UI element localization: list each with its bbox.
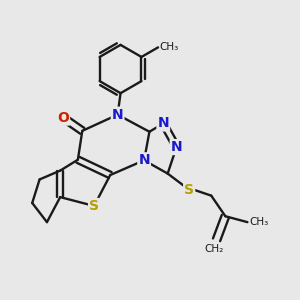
Text: N: N	[158, 116, 169, 130]
Text: CH₃: CH₃	[160, 42, 179, 52]
Text: N: N	[138, 153, 150, 167]
Text: S: S	[89, 199, 99, 213]
Text: N: N	[112, 108, 123, 122]
Text: O: O	[57, 111, 69, 124]
Text: CH₃: CH₃	[249, 217, 268, 227]
Text: S: S	[184, 183, 194, 197]
Text: N: N	[171, 140, 182, 154]
Text: CH₂: CH₂	[205, 244, 224, 254]
